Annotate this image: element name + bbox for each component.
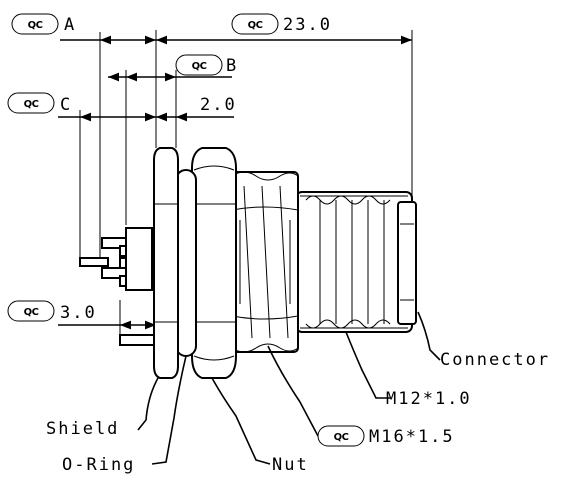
svg-text:QC: QC [24, 99, 39, 110]
m12-label: M12*1.0 [386, 389, 472, 409]
dim-overall: QC 23.0 [155, 13, 413, 205]
svg-text:QC: QC [192, 61, 207, 72]
m16-thread [231, 171, 299, 353]
dim-a: QC A [11, 13, 156, 262]
qc-badge-overall: QC [231, 13, 279, 35]
dim-a-label: A [64, 15, 76, 35]
callout-m12: M12*1.0 [345, 331, 472, 409]
svg-text:QC: QC [28, 20, 43, 31]
callout-o-ring: O-Ring [62, 355, 187, 475]
m16-label: M16*1.5 [369, 427, 455, 447]
dim-b-label: B [226, 56, 238, 76]
dim-c: QC C [7, 92, 156, 262]
callout-connector: Connector [417, 311, 550, 370]
dim-gap: 2.0 [156, 95, 237, 122]
dim-pin: QC 3.0 [7, 300, 176, 340]
callout-m16: QC M16*1.5 [267, 345, 455, 447]
qc-badge-c: QC [7, 92, 55, 114]
qc-badge-a: QC [11, 13, 59, 35]
shield-label: Shield [46, 419, 119, 439]
dim-pin-label: 3.0 [60, 303, 97, 323]
nut [191, 147, 237, 379]
qc-badge-m16: QC [317, 425, 365, 447]
qc-badge-b: QC [175, 54, 223, 76]
callout-shield: Shield [46, 377, 159, 439]
connector-body [295, 191, 417, 333]
svg-text:QC: QC [24, 307, 39, 318]
dim-c-label: C [60, 95, 72, 115]
connector-part [79, 147, 417, 379]
callout-nut: Nut [211, 377, 309, 475]
nut-label: Nut [272, 455, 309, 475]
svg-text:QC: QC [248, 20, 263, 31]
connector-label: Connector [440, 350, 550, 370]
dim-overall-label: 23.0 [283, 15, 332, 35]
dim-gap-label: 2.0 [200, 95, 237, 115]
shield [153, 147, 179, 379]
o-ring-label: O-Ring [62, 455, 135, 475]
qc-badge-pin: QC [7, 300, 55, 322]
svg-text:QC: QC [334, 432, 349, 443]
rear-pins [79, 227, 161, 346]
dim-b: QC B [108, 54, 238, 225]
